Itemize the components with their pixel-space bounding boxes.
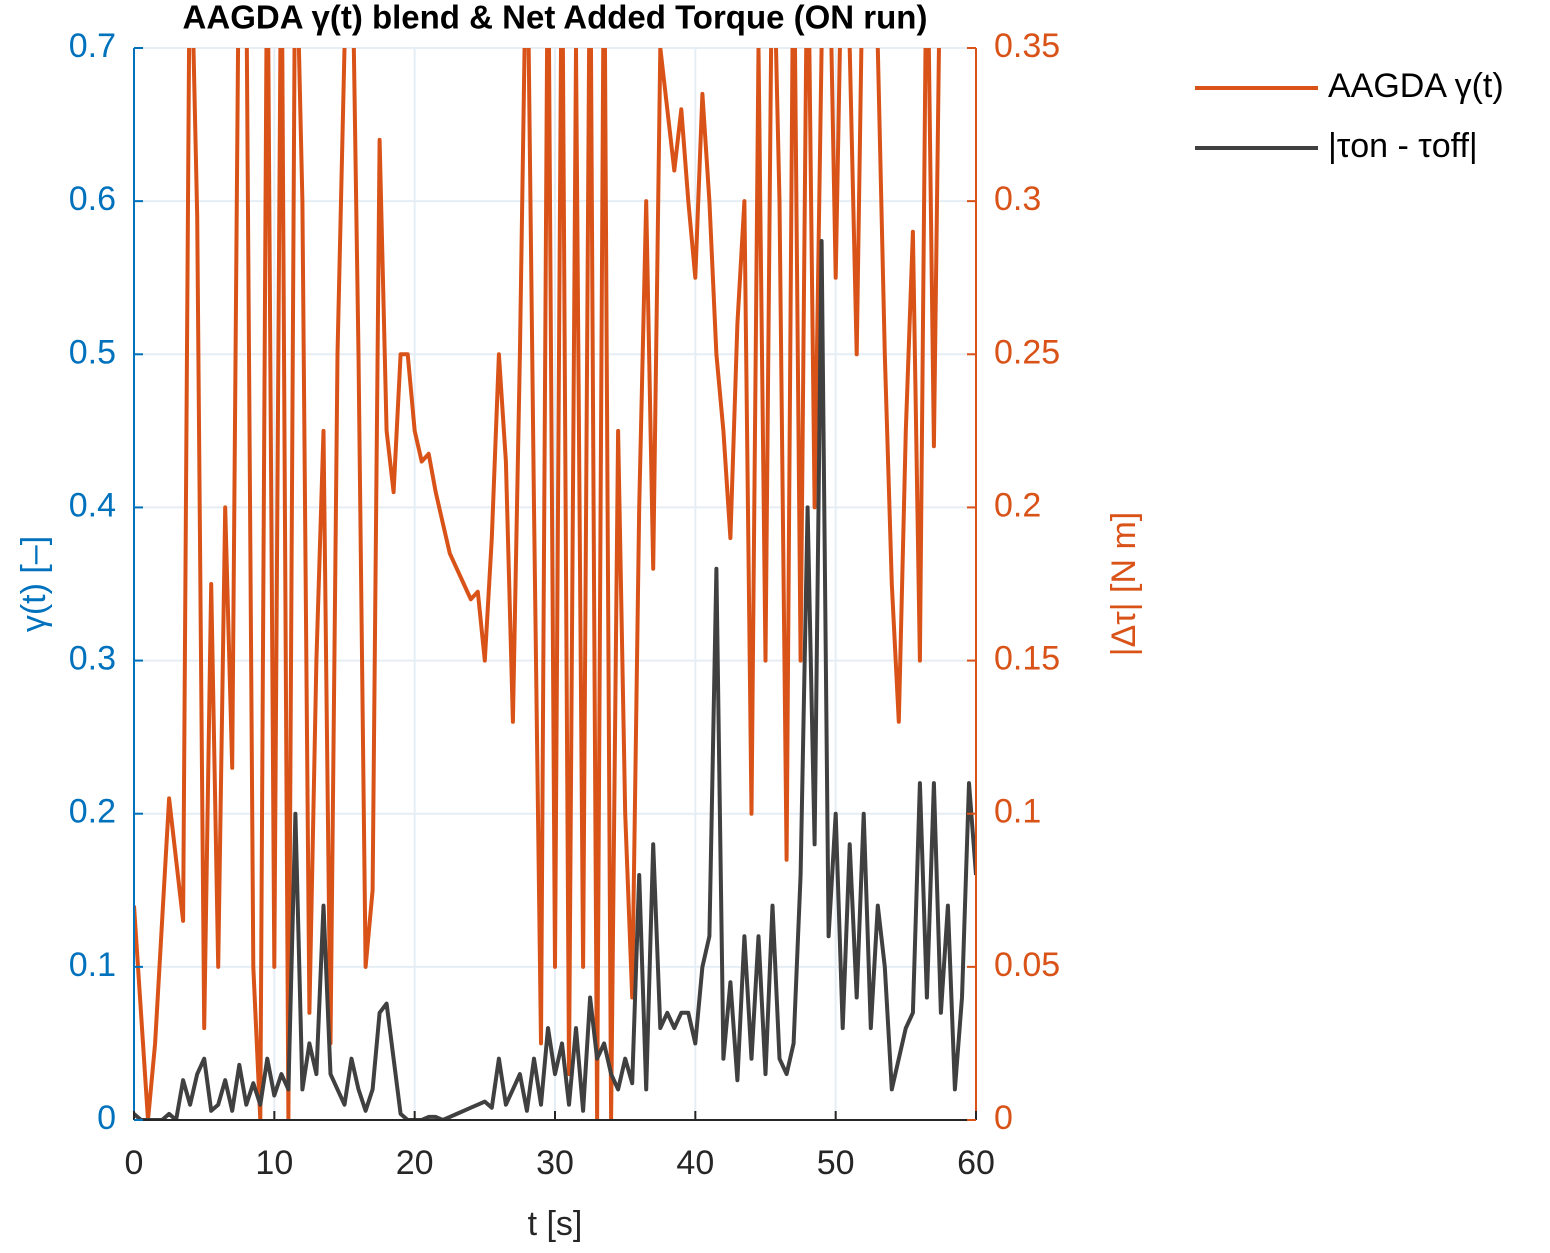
y-tick-label: 0.7 (69, 27, 116, 65)
y2-axis-label: |Δτ| [N m] (1105, 512, 1143, 656)
chart-title: AAGDA γ(t) blend & Net Added Torque (ON … (183, 0, 928, 36)
x-tick-label: 20 (396, 1144, 434, 1182)
y-tick-label: 0.5 (69, 333, 116, 371)
y-tick-label: 0.3 (69, 640, 116, 678)
y2-tick-label: 0.25 (994, 333, 1060, 371)
series-line (134, 48, 941, 1120)
y2-tick-label: 0.35 (994, 27, 1060, 65)
y2-tick-label: 0.1 (994, 793, 1041, 831)
x-tick-label: 40 (676, 1144, 714, 1182)
y2-tick-label: 0.15 (994, 640, 1060, 678)
y2-tick-label: 0.05 (994, 946, 1060, 984)
y-tick-label: 0.4 (69, 486, 116, 524)
x-tick-label: 50 (817, 1144, 855, 1182)
legend-label: |τon - τoff| (1328, 127, 1478, 165)
x-tick-label: 10 (255, 1144, 293, 1182)
legend-label: AAGDA γ(t) (1328, 67, 1504, 105)
x-tick-label: 30 (536, 1144, 574, 1182)
y2-tick-label: 0 (994, 1099, 1013, 1137)
y-tick-label: 0 (97, 1099, 116, 1137)
plot-lines (134, 48, 976, 1120)
y2-tick-label: 0.2 (994, 486, 1041, 524)
y2-tick-label: 0.3 (994, 180, 1041, 218)
y-tick-label: 0.6 (69, 180, 116, 218)
y-tick-label: 0.2 (69, 793, 116, 831)
x-axis-label: t [s] (528, 1205, 583, 1243)
x-tick-label: 0 (125, 1144, 144, 1182)
y-axis-label: γ(t) [–] (15, 536, 53, 632)
x-tick-label: 60 (957, 1144, 995, 1182)
y-tick-label: 0.1 (69, 946, 116, 984)
series-line (134, 239, 976, 1120)
